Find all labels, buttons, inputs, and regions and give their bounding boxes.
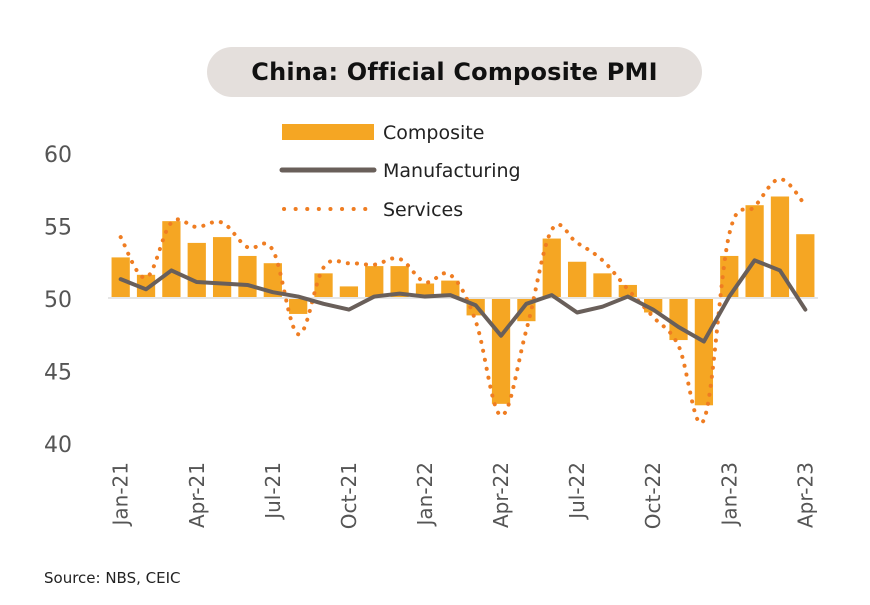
legend-label: Services (383, 199, 463, 221)
y-tick-label: 50 (44, 288, 72, 313)
composite-bar (289, 298, 308, 314)
x-tick-label: Apr-21 (185, 462, 209, 528)
legend-swatch-composite (282, 124, 374, 140)
x-tick-label: Oct-22 (641, 462, 665, 529)
x-tick-label: Jul-21 (261, 462, 285, 521)
source-note: Source: NBS, CEIC (44, 569, 181, 587)
composite-bar (365, 266, 384, 298)
composite-bar (593, 273, 612, 298)
composite-bar (390, 266, 409, 298)
composite-bar (542, 238, 561, 298)
legend-label: Manufacturing (383, 160, 521, 182)
composite-bar (212, 237, 232, 298)
x-tick-label: Jan-23 (717, 462, 741, 528)
x-tick-label: Apr-23 (793, 462, 817, 528)
composite-bar (314, 273, 333, 298)
composite-bar (238, 255, 257, 298)
chart-title: China: Official Composite PMI (251, 58, 658, 86)
composite-bar (136, 274, 156, 298)
y-tick-label: 45 (44, 361, 72, 386)
composite-bar (162, 221, 181, 298)
composite-bar (745, 205, 764, 298)
x-tick-label: Oct-21 (337, 462, 361, 529)
composite-bar (770, 196, 790, 298)
x-tick-label: Jul-22 (565, 462, 589, 521)
composite-bar (491, 298, 511, 404)
services-line (118, 177, 808, 426)
manufacturing-line (118, 258, 808, 344)
composite-bar (567, 261, 587, 298)
x-tick-label: Jan-21 (109, 462, 133, 528)
composite-bar (694, 298, 714, 406)
y-tick-label: 60 (44, 143, 72, 168)
legend-label: Composite (383, 122, 484, 144)
composite-bar (187, 242, 206, 298)
chart-title-pill: China: Official Composite PMI (207, 47, 702, 97)
x-tick-label: Jan-22 (413, 462, 437, 528)
x-tick-label: Apr-22 (489, 462, 513, 528)
composite-bar (796, 234, 815, 298)
y-tick-label: 40 (44, 433, 72, 458)
y-tick-label: 55 (44, 216, 72, 241)
composite-bar (339, 286, 359, 298)
